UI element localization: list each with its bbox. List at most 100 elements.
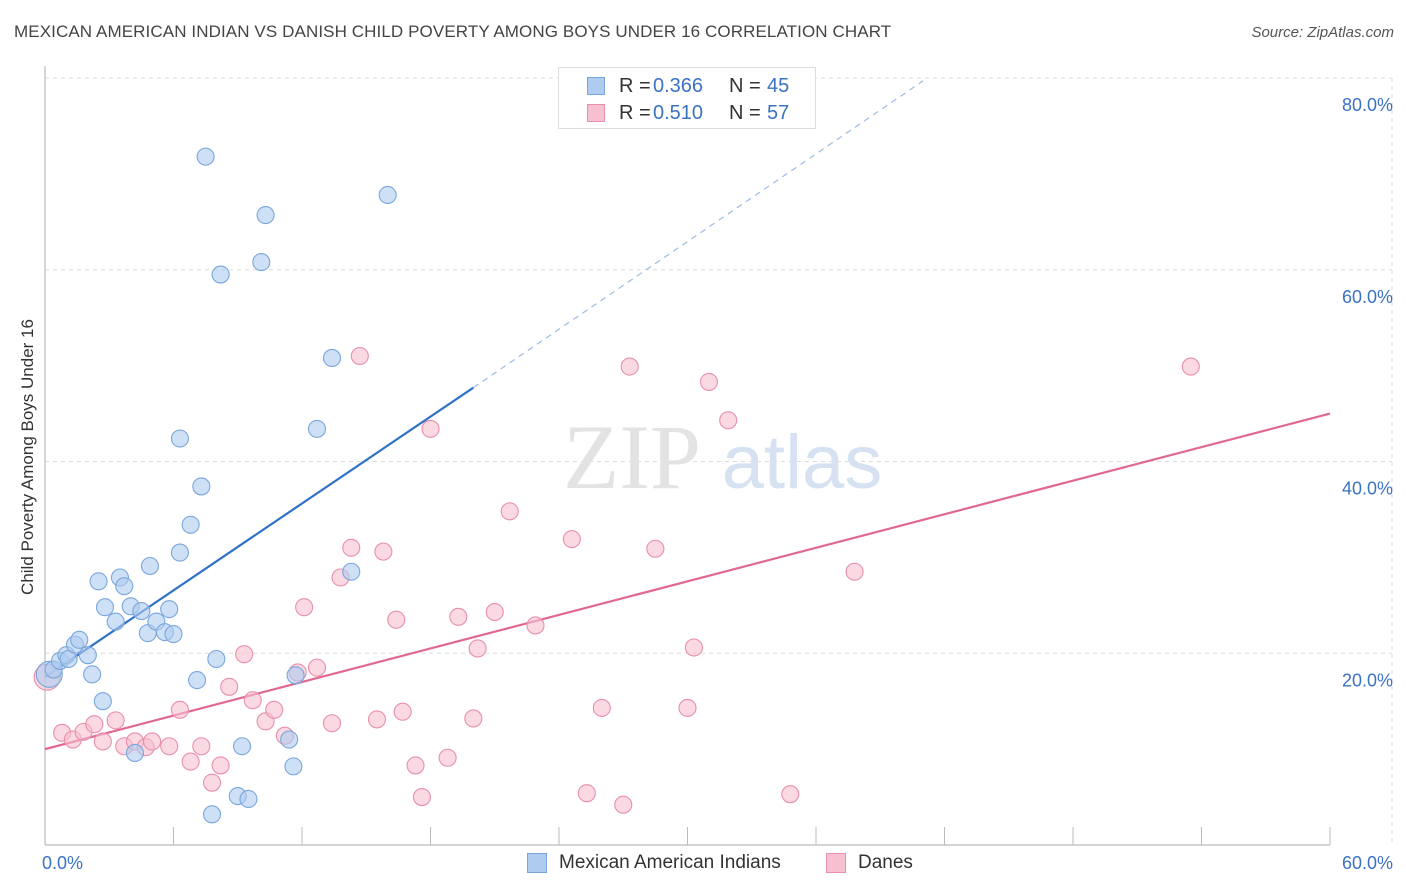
grid-lines [45,77,1393,845]
point-danes [592,698,611,717]
point-danes [684,638,703,657]
point-danes [374,542,393,561]
watermark-zip: ZIP [563,406,701,508]
point-mexican-american-indians [203,805,222,824]
point-mexican-american-indians [70,630,89,649]
r-value: 0.510 [653,102,704,124]
point-danes [243,691,262,710]
legend-swatch-pink [587,104,605,122]
trend-line-extension [472,80,924,389]
point-danes [211,756,230,775]
axes [44,66,1331,846]
point-danes [307,658,327,677]
point-danes [562,530,581,549]
y-tick-label: 40.0% [1342,479,1393,499]
n-label: N = [729,75,761,97]
point-mexican-american-indians [207,649,226,669]
point-danes [406,756,425,775]
watermark-atlas: atlas [722,420,883,505]
point-danes [468,639,487,658]
legend-swatch-pink [826,853,846,873]
point-mexican-american-indians [106,612,125,631]
legend-swatch-blue [527,853,547,873]
point-danes [438,748,457,767]
point-danes [781,785,800,804]
point-danes [367,710,387,729]
point-mexican-american-indians [284,757,303,776]
point-mexican-american-indians [181,515,200,534]
point-danes [1181,357,1200,376]
trend-line-danes [44,412,1331,751]
point-danes [160,737,179,756]
y-tick-label: 60.0% [1342,287,1393,307]
point-mexican-american-indians [188,671,207,690]
point-danes [412,788,431,807]
legend-label: Danes [858,852,913,873]
point-danes [93,732,112,751]
point-mexican-american-indians [192,477,211,496]
point-danes [387,610,406,629]
point-danes [235,645,254,664]
point-danes [500,502,519,521]
point-danes [265,700,284,719]
point-danes [577,784,596,803]
point-danes [526,616,545,635]
n-label: N = [729,102,761,124]
point-danes [143,732,162,751]
point-danes [485,602,504,622]
point-mexican-american-indians [170,429,189,448]
point-danes [85,715,104,734]
point-danes [464,709,483,728]
point-danes [322,714,342,733]
point-danes [678,698,697,717]
point-mexican-american-indians [378,185,397,205]
point-mexican-american-indians [322,348,342,368]
legend-swatch-blue [587,77,605,95]
r-value: 0.366 [653,75,704,97]
point-mexican-american-indians [256,206,275,225]
point-danes [620,357,639,376]
y-tick-label: 20.0% [1342,670,1393,690]
point-danes [350,346,369,366]
point-danes [449,607,468,626]
r-label: R = [619,102,651,124]
trend-line-mexican-american-indians [44,386,474,679]
n-value: 57 [767,102,790,124]
point-danes [845,562,864,581]
point-mexican-american-indians [232,737,252,756]
point-mexican-american-indians [342,562,361,581]
point-mexican-american-indians [78,646,97,665]
point-mexican-american-indians [93,692,112,711]
point-danes [170,700,189,719]
point-danes [614,795,633,814]
x-tick-label: 60.0% [1342,853,1393,873]
chart-title: MEXICAN AMERICAN INDIAN VS DANISH CHILD … [14,22,892,41]
legend-label: Mexican American Indians [559,852,781,873]
point-danes [719,411,738,430]
point-mexican-american-indians [132,602,151,621]
point-danes [181,752,200,771]
scatter-points [33,147,1200,824]
x-tick-label: 0.0% [42,853,83,873]
point-mexican-american-indians [95,598,115,617]
point-mexican-american-indians [89,572,108,591]
y-axis-title: Child Poverty Among Boys Under 16 [18,319,37,595]
point-mexican-american-indians [160,600,179,619]
n-value: 45 [767,75,790,97]
point-danes [393,702,412,721]
point-danes [192,737,211,756]
r-label: R = [619,75,651,97]
point-danes [646,539,665,558]
point-mexican-american-indians [170,543,189,562]
y-tick-label: 80.0% [1342,95,1393,115]
point-danes [203,773,222,792]
point-danes [699,372,718,391]
point-mexican-american-indians [196,147,215,166]
point-mexican-american-indians [115,577,134,596]
point-danes [106,711,125,730]
point-danes [421,419,440,438]
point-mexican-american-indians [140,556,159,576]
point-mexican-american-indians [211,265,230,284]
point-mexican-american-indians [239,789,258,809]
